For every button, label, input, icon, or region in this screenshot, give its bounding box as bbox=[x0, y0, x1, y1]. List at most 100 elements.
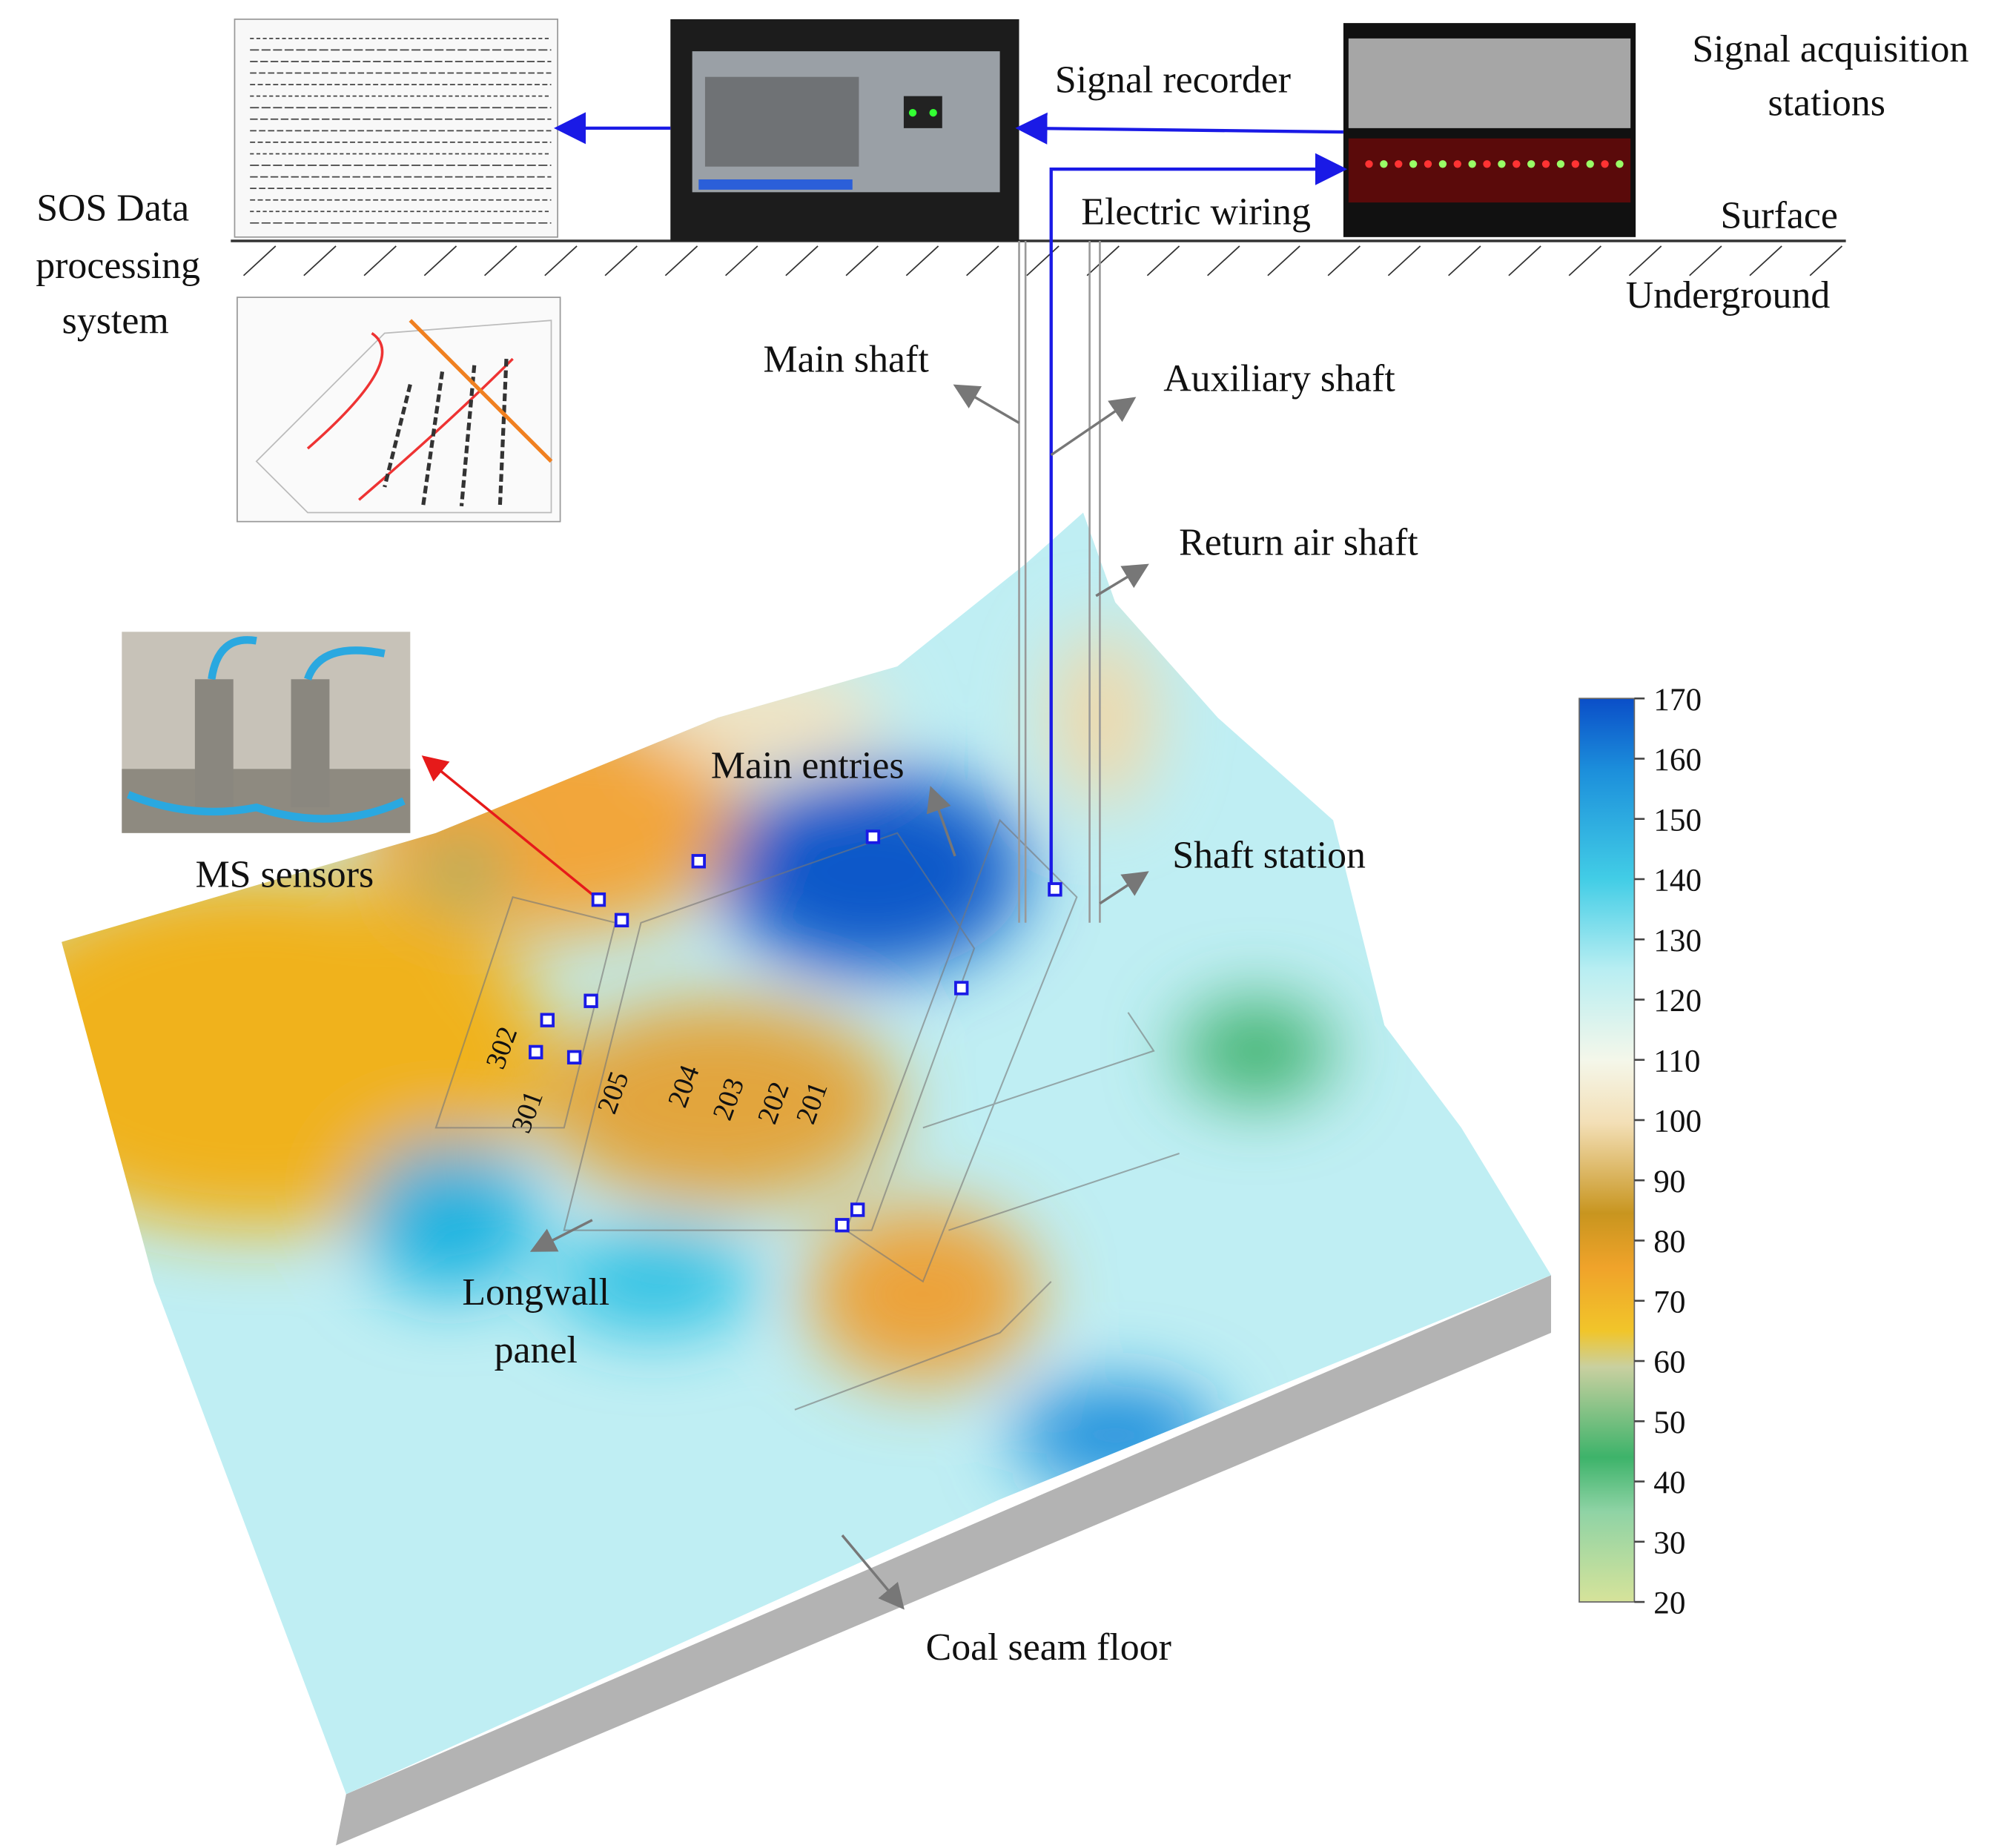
label: Surface bbox=[1721, 195, 1838, 237]
colorbar-tick-label: 80 bbox=[1653, 1224, 1685, 1259]
label: Signal recorder bbox=[1055, 59, 1291, 101]
led bbox=[1616, 160, 1624, 168]
hatch bbox=[664, 245, 698, 276]
led bbox=[1380, 160, 1388, 168]
hatch bbox=[905, 245, 939, 276]
label: Electric wiring bbox=[1081, 191, 1311, 234]
sensor-arrow bbox=[421, 755, 600, 901]
hatch bbox=[1086, 245, 1120, 276]
led bbox=[1601, 160, 1609, 168]
hatch bbox=[1146, 245, 1180, 276]
sensor bbox=[850, 1202, 865, 1217]
colorbar-tick-label: 40 bbox=[1653, 1465, 1685, 1500]
label: MS sensors bbox=[196, 853, 374, 895]
leader-arrows bbox=[529, 384, 1149, 1610]
hatch bbox=[1689, 245, 1722, 276]
wiring-line bbox=[1049, 153, 1348, 891]
colorbar-tick-label: 70 bbox=[1653, 1284, 1685, 1319]
led bbox=[1571, 160, 1580, 168]
sensor bbox=[691, 854, 706, 869]
colorbar-tick-label: 60 bbox=[1653, 1345, 1685, 1380]
signal-recorder-photo bbox=[670, 19, 1019, 242]
label: Main shaft bbox=[763, 338, 929, 380]
hatch bbox=[785, 245, 819, 276]
led bbox=[1586, 160, 1594, 168]
hatch bbox=[484, 245, 518, 276]
led bbox=[1468, 160, 1476, 168]
hatch bbox=[1207, 245, 1240, 276]
hatch bbox=[363, 245, 397, 276]
colorbar-tick-label: 150 bbox=[1653, 802, 1702, 838]
led bbox=[1498, 160, 1506, 168]
colorbar-tick-label: 160 bbox=[1653, 742, 1702, 778]
hatch bbox=[423, 245, 457, 276]
label: panel bbox=[495, 1329, 578, 1371]
label: stations bbox=[1768, 82, 1885, 125]
colorbar-tick-label: 110 bbox=[1653, 1043, 1700, 1079]
hatch bbox=[604, 245, 638, 276]
hatch bbox=[242, 245, 277, 276]
led bbox=[1395, 160, 1403, 168]
label: Shaft station bbox=[1172, 834, 1366, 876]
hatch bbox=[544, 245, 578, 276]
led bbox=[1541, 160, 1550, 168]
label: Signal acquisition bbox=[1692, 28, 1968, 70]
label: Auxiliary shaft bbox=[1163, 357, 1395, 400]
colorbar bbox=[1578, 698, 1636, 1603]
colorbar-tick-label: 130 bbox=[1653, 923, 1702, 958]
block-side bbox=[336, 1275, 1551, 1846]
label: processing bbox=[36, 245, 200, 287]
sensor bbox=[584, 993, 598, 1008]
led bbox=[1527, 160, 1535, 168]
sensor bbox=[865, 829, 881, 844]
hatch bbox=[1026, 245, 1059, 276]
label: SOS Data bbox=[36, 187, 189, 229]
led bbox=[1365, 160, 1373, 168]
led bbox=[1513, 160, 1521, 168]
ms-sensor-photo bbox=[122, 632, 411, 833]
underground-hatching bbox=[242, 245, 1843, 276]
label: Return air shaft bbox=[1179, 522, 1418, 564]
label: Longwall bbox=[462, 1271, 609, 1314]
label: Main entries bbox=[711, 744, 905, 786]
hatch bbox=[1749, 245, 1782, 276]
hatch bbox=[303, 245, 337, 276]
sensor bbox=[566, 1050, 582, 1064]
label: system bbox=[62, 300, 169, 342]
sensor bbox=[954, 981, 969, 996]
hatch bbox=[1809, 245, 1843, 276]
led bbox=[1438, 160, 1447, 168]
hatch bbox=[1267, 245, 1300, 276]
led bbox=[1409, 160, 1418, 168]
hatch bbox=[1628, 245, 1662, 276]
colorbar-tick-label: 120 bbox=[1653, 983, 1702, 1019]
hatch bbox=[845, 245, 879, 276]
sensor bbox=[591, 892, 606, 907]
acquisition-station-photo bbox=[1343, 23, 1636, 237]
hatch bbox=[1508, 245, 1541, 276]
label: Coal seam floor bbox=[926, 1626, 1171, 1669]
hatch bbox=[966, 245, 999, 276]
colorbar-tick-label: 100 bbox=[1653, 1104, 1702, 1139]
sos-map-screenshot bbox=[237, 297, 561, 523]
sensor bbox=[1048, 882, 1062, 897]
hatch bbox=[725, 245, 758, 276]
colorbar-tick-label: 90 bbox=[1653, 1164, 1685, 1199]
led bbox=[1453, 160, 1461, 168]
hatch bbox=[1568, 245, 1601, 276]
sensor bbox=[529, 1044, 543, 1060]
colorbar-tick-label: 140 bbox=[1653, 863, 1702, 898]
hatch bbox=[1327, 245, 1361, 276]
colorbar-tick-label: 20 bbox=[1653, 1586, 1685, 1621]
led bbox=[1483, 160, 1491, 168]
sensor bbox=[540, 1013, 555, 1027]
signal-arrow bbox=[1015, 112, 1343, 145]
colorbar-tick-label: 30 bbox=[1653, 1525, 1685, 1560]
sos-waveform-screenshot bbox=[234, 19, 558, 238]
hatch bbox=[1448, 245, 1481, 276]
colorbar-tick-label: 170 bbox=[1653, 682, 1702, 718]
led bbox=[1424, 160, 1432, 168]
led bbox=[1556, 160, 1565, 168]
colorbar-tick-label: 50 bbox=[1653, 1405, 1685, 1440]
label: Underground bbox=[1626, 274, 1831, 317]
